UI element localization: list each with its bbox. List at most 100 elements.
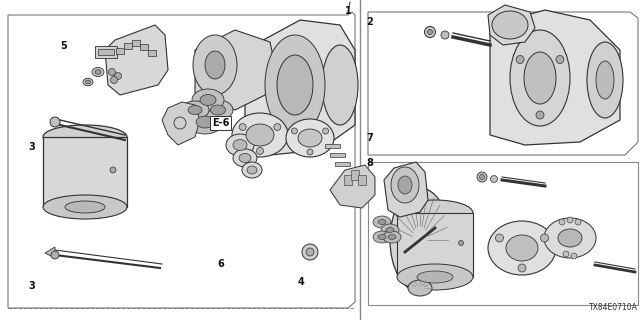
Circle shape xyxy=(257,148,264,155)
Ellipse shape xyxy=(246,124,274,146)
Circle shape xyxy=(495,234,504,242)
Ellipse shape xyxy=(200,94,216,106)
Polygon shape xyxy=(45,247,55,258)
Circle shape xyxy=(477,172,487,182)
Ellipse shape xyxy=(390,188,450,292)
Bar xyxy=(132,40,140,46)
Bar xyxy=(148,50,156,56)
Ellipse shape xyxy=(192,89,224,111)
Ellipse shape xyxy=(247,166,257,174)
Ellipse shape xyxy=(43,125,127,149)
Ellipse shape xyxy=(203,100,233,120)
Ellipse shape xyxy=(587,42,623,118)
Ellipse shape xyxy=(558,229,582,247)
Circle shape xyxy=(567,217,573,223)
Ellipse shape xyxy=(277,55,313,115)
Ellipse shape xyxy=(397,200,473,226)
Ellipse shape xyxy=(181,101,209,119)
Circle shape xyxy=(424,27,435,37)
Ellipse shape xyxy=(43,195,127,219)
Ellipse shape xyxy=(226,134,254,156)
Polygon shape xyxy=(330,165,375,208)
Circle shape xyxy=(441,31,449,39)
Ellipse shape xyxy=(510,30,570,126)
Ellipse shape xyxy=(239,154,251,163)
Bar xyxy=(140,44,148,50)
Text: 3: 3 xyxy=(29,281,35,292)
Circle shape xyxy=(51,251,59,259)
Ellipse shape xyxy=(544,218,596,258)
Circle shape xyxy=(109,68,115,76)
Circle shape xyxy=(571,253,577,259)
Circle shape xyxy=(458,241,463,245)
Circle shape xyxy=(559,219,565,225)
Circle shape xyxy=(239,124,246,131)
Text: 4: 4 xyxy=(298,276,304,287)
Circle shape xyxy=(516,55,524,63)
Circle shape xyxy=(490,175,497,182)
Ellipse shape xyxy=(65,201,105,213)
Ellipse shape xyxy=(86,80,90,84)
Circle shape xyxy=(111,76,118,84)
Polygon shape xyxy=(105,25,168,95)
Ellipse shape xyxy=(211,105,225,115)
Bar xyxy=(335,162,350,166)
Text: 5: 5 xyxy=(61,41,67,52)
Ellipse shape xyxy=(397,264,473,290)
Bar xyxy=(116,48,124,54)
Ellipse shape xyxy=(373,216,391,228)
Polygon shape xyxy=(245,20,355,155)
Bar xyxy=(344,175,352,185)
Ellipse shape xyxy=(488,221,556,275)
Circle shape xyxy=(518,264,526,272)
Ellipse shape xyxy=(378,220,386,225)
Ellipse shape xyxy=(233,140,247,150)
Ellipse shape xyxy=(298,129,322,147)
Circle shape xyxy=(115,73,122,79)
Ellipse shape xyxy=(232,113,288,157)
Circle shape xyxy=(291,128,298,134)
Circle shape xyxy=(110,167,116,173)
Circle shape xyxy=(302,244,318,260)
Ellipse shape xyxy=(398,176,412,194)
Ellipse shape xyxy=(95,70,101,74)
Ellipse shape xyxy=(388,235,396,239)
Bar xyxy=(330,153,345,157)
Bar xyxy=(325,144,340,148)
Polygon shape xyxy=(195,30,275,110)
Text: 7: 7 xyxy=(367,132,373,143)
Ellipse shape xyxy=(408,280,432,296)
Ellipse shape xyxy=(196,116,214,128)
Bar xyxy=(358,175,366,185)
Text: E-6: E-6 xyxy=(212,118,230,128)
Ellipse shape xyxy=(391,167,419,203)
Circle shape xyxy=(428,29,433,35)
Circle shape xyxy=(50,117,60,127)
Text: 8: 8 xyxy=(367,158,373,168)
Circle shape xyxy=(323,128,328,134)
Ellipse shape xyxy=(265,35,325,135)
Text: 6: 6 xyxy=(218,259,224,269)
Ellipse shape xyxy=(524,52,556,104)
Text: TX84E0710A: TX84E0710A xyxy=(589,303,638,312)
Ellipse shape xyxy=(83,78,93,86)
Bar xyxy=(124,43,132,49)
Ellipse shape xyxy=(381,224,399,236)
Ellipse shape xyxy=(492,11,528,39)
Circle shape xyxy=(575,219,581,225)
Polygon shape xyxy=(384,162,428,217)
Ellipse shape xyxy=(188,106,202,115)
Ellipse shape xyxy=(322,45,358,125)
Ellipse shape xyxy=(233,149,257,167)
Ellipse shape xyxy=(242,162,262,178)
Ellipse shape xyxy=(506,235,538,261)
Ellipse shape xyxy=(373,231,391,243)
Text: 1: 1 xyxy=(346,6,352,16)
Ellipse shape xyxy=(187,110,223,134)
Ellipse shape xyxy=(92,68,104,76)
Circle shape xyxy=(536,111,544,119)
Bar xyxy=(351,170,359,180)
Ellipse shape xyxy=(386,228,394,233)
Bar xyxy=(397,213,473,277)
Circle shape xyxy=(307,149,313,155)
